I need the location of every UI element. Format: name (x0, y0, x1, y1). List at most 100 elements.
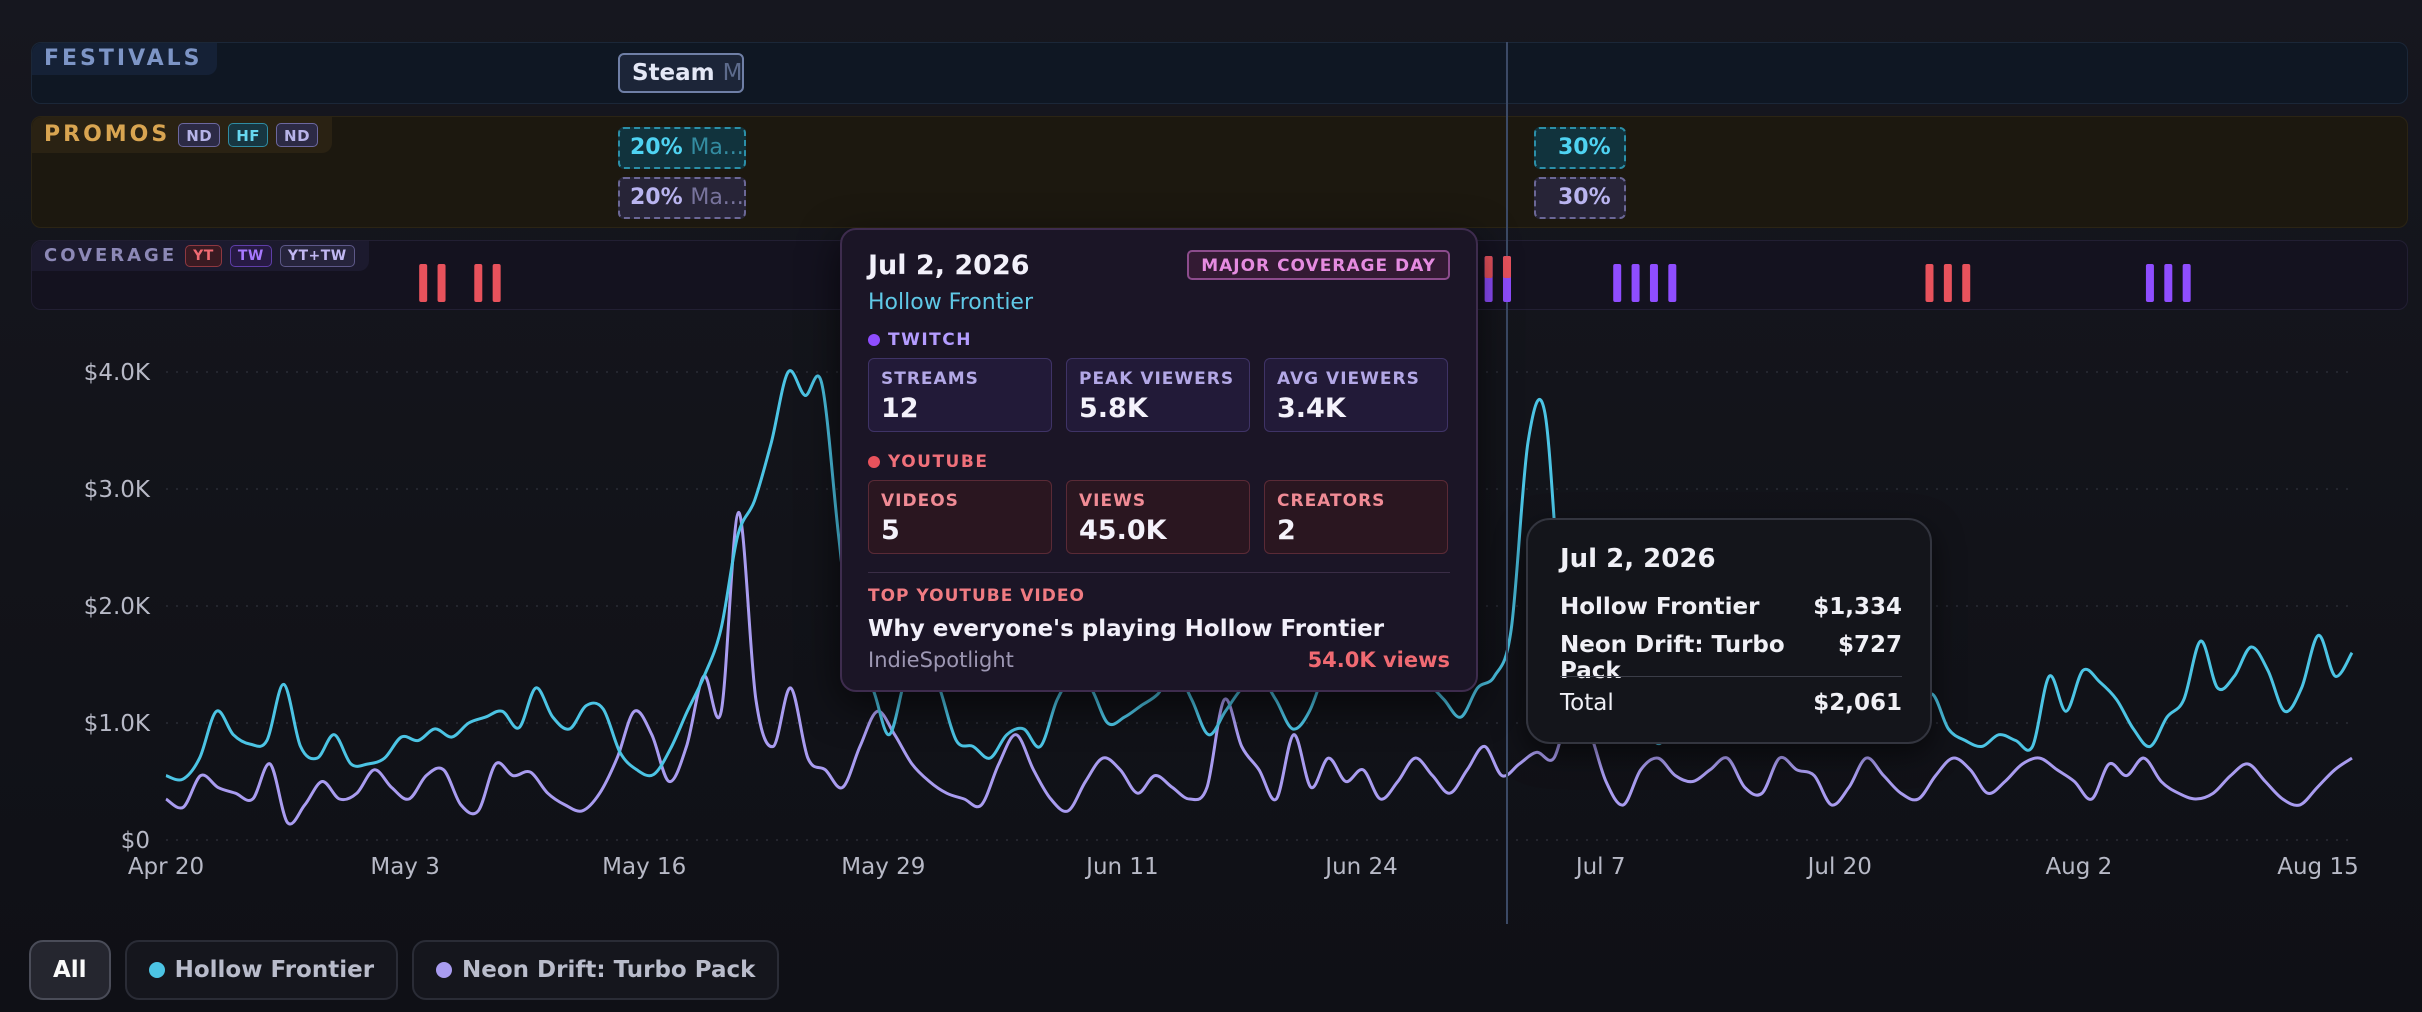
y-tick-label: $4.0K (84, 360, 151, 386)
value-tooltip-total: Total $2,061 (1560, 690, 1902, 716)
stat-label: PEAK VIEWERS (1079, 369, 1235, 389)
coverage-lane-title: COVERAGE YT TW YT+TW (32, 241, 369, 271)
value-row-name: Hollow Frontier (1560, 594, 1760, 620)
promo-tag-nd-2: ND (276, 123, 319, 147)
value-tooltip-row: Hollow Frontier $1,334 (1560, 594, 1902, 620)
coverage-bar-yt[interactable] (437, 264, 446, 302)
youtube-label-text: YOUTUBE (888, 452, 989, 472)
x-tick-label: Jul 7 (1574, 854, 1626, 880)
value-row-value: $727 (1837, 632, 1902, 658)
promo-tag-nd: ND (178, 123, 221, 147)
series-line-neon-drift-turbo-pack[interactable] (165, 510, 2353, 826)
stat-value: 5.8K (1079, 393, 1148, 424)
stat-label: VIDEOS (881, 491, 959, 511)
coverage-bar-yt[interactable] (1502, 256, 1511, 278)
promo-chip-pct: 30% (1558, 185, 1611, 210)
coverage-tooltip: Jul 2, 2026 MAJOR COVERAGE DAY Hollow Fr… (840, 228, 1478, 692)
stat-value: 45.0K (1079, 515, 1167, 546)
promo-chip-hf-20[interactable]: 20% Ma... (618, 127, 746, 169)
twitch-peak-viewers-stat: PEAK VIEWERS 5.8K (1066, 358, 1250, 432)
x-tick-label: May 16 (602, 854, 686, 880)
major-coverage-badge: MAJOR COVERAGE DAY (1187, 250, 1450, 280)
stat-label: VIEWS (1079, 491, 1147, 511)
top-video-views: 54.0K views (1307, 648, 1450, 672)
coverage-bar-tw[interactable] (2164, 264, 2173, 302)
stat-label: CREATORS (1277, 491, 1386, 511)
promo-chip-pct: 20% (630, 185, 683, 210)
filter-label: All (53, 957, 87, 983)
coverage-bar-tw[interactable] (1668, 264, 1677, 302)
promo-chip-suffix: Ma... (690, 185, 744, 210)
coverage-tag-tw: TW (229, 245, 272, 267)
twitch-section-label: TWITCH (868, 330, 972, 350)
coverage-tooltip-game: Hollow Frontier (868, 290, 1034, 315)
coverage-tag-yt-tw: YT+TW (279, 245, 355, 267)
promos-lane-title: PROMOS ND HF ND (32, 117, 333, 153)
coverage-bar-tw[interactable] (1631, 264, 1640, 302)
stat-value: 2 (1277, 515, 1296, 546)
stat-value: 5 (881, 515, 900, 546)
filter-label: Hollow Frontier (174, 957, 375, 983)
promo-chip-nd-30[interactable]: 30% (1534, 177, 1626, 219)
promo-chip-nd-20[interactable]: 20% Ma... (618, 177, 746, 219)
y-tick-label: $1.0K (84, 711, 151, 737)
twitch-label-text: TWITCH (888, 330, 972, 350)
festival-chip-suffix: M... (722, 60, 743, 86)
neon-drift-dot-icon (436, 962, 453, 978)
stat-value: 3.4K (1277, 393, 1346, 424)
x-tick-label: Aug 15 (2277, 854, 2359, 880)
coverage-bar-yt[interactable] (1484, 256, 1493, 278)
x-tick-label: May 3 (370, 854, 440, 880)
promo-chip-pct: 20% (630, 135, 683, 160)
promo-tag-hf: HF (228, 123, 269, 147)
top-video-title: Why everyone's playing Hollow Frontier (868, 616, 1385, 642)
stat-value: 12 (881, 393, 919, 424)
value-row-name: Neon Drift: Turbo Pack (1560, 632, 1785, 684)
festival-chip-label: Steam (632, 60, 715, 86)
twitch-dot-icon (868, 334, 880, 346)
promo-chip-pct: 30% (1558, 135, 1611, 160)
coverage-bar-yt[interactable] (492, 264, 501, 302)
twitch-avg-viewers-stat: AVG VIEWERS 3.4K (1264, 358, 1448, 432)
stat-label: STREAMS (881, 369, 979, 389)
youtube-views-stat: VIEWS 45.0K (1066, 480, 1250, 554)
top-video-creator: IndieSpotlight (868, 648, 1014, 672)
coverage-tooltip-divider (868, 572, 1450, 573)
x-tick-label: Apr 20 (128, 854, 204, 880)
coverage-bar-yt[interactable] (1962, 264, 1971, 302)
stat-label: AVG VIEWERS (1277, 369, 1420, 389)
promo-chip-hf-30[interactable]: 30% (1534, 127, 1626, 169)
coverage-bar-yt[interactable] (1925, 264, 1934, 302)
value-tooltip: Jul 2, 2026 Hollow Frontier $1,334 Neon D… (1526, 518, 1932, 744)
value-tooltip-divider (1560, 676, 1902, 677)
promos-title-text: PROMOS (44, 122, 171, 147)
filter-label: Neon Drift: Turbo Pack (462, 957, 756, 983)
coverage-bar-yt[interactable] (1943, 264, 1952, 302)
festival-chip-steam[interactable]: Steam M... (618, 53, 744, 93)
youtube-section-label: YOUTUBE (868, 452, 988, 472)
hollow-frontier-dot-icon (148, 962, 165, 978)
y-tick-label: $3.0K (84, 477, 151, 503)
x-tick-label: Jun 11 (1084, 854, 1159, 880)
youtube-creators-stat: CREATORS 2 (1264, 480, 1448, 554)
coverage-bar-yt[interactable] (419, 264, 428, 302)
coverage-bar-tw[interactable] (1649, 264, 1658, 302)
filter-all-button[interactable]: All (29, 940, 111, 1000)
twitch-streams-stat: STREAMS 12 (868, 358, 1052, 432)
coverage-tag-yt: YT (185, 245, 222, 267)
coverage-bar-tw[interactable] (2145, 264, 2154, 302)
coverage-bar-tw[interactable] (2182, 264, 2191, 302)
coverage-title-text: COVERAGE (44, 245, 178, 266)
filter-neon-drift-button[interactable]: Neon Drift: Turbo Pack (412, 940, 780, 1000)
y-tick-label: $2.0K (84, 594, 151, 620)
total-value: $2,061 (1813, 690, 1902, 716)
value-tooltip-date: Jul 2, 2026 (1560, 544, 1716, 574)
coverage-bar-tw[interactable] (1613, 264, 1622, 302)
x-tick-label: May 29 (841, 854, 925, 880)
festivals-lane: FESTIVALS Steam M... (31, 42, 2408, 104)
coverage-bar-yt[interactable] (474, 264, 483, 302)
value-row-value: $1,334 (1813, 594, 1902, 620)
filter-hollow-frontier-button[interactable]: Hollow Frontier (124, 940, 399, 1000)
x-tick-label: Jun 24 (1323, 854, 1398, 880)
